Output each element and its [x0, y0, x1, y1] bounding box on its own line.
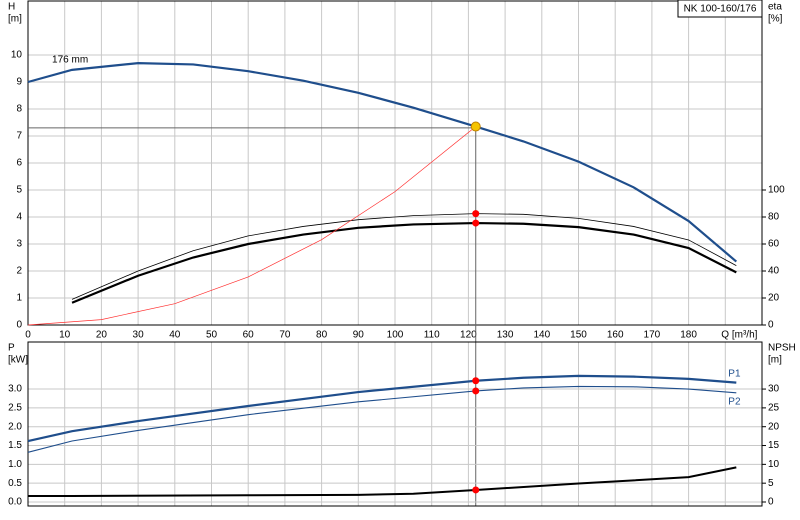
y-tick-label: 9 [16, 77, 22, 88]
plot-frame [27, 341, 763, 507]
y-tick-label: 2.5 [8, 403, 22, 414]
x-tick-label: 130 [497, 330, 514, 341]
x-tick-label: 100 [387, 330, 404, 341]
operating-point [470, 121, 481, 132]
y2-tick-label: 40 [768, 266, 780, 277]
y-tick-label: 1.0 [8, 459, 22, 470]
y2-tick-label: 20 [768, 421, 780, 432]
curve [71, 213, 737, 300]
curve [27, 61, 738, 263]
y-tick-label: 4 [16, 212, 22, 223]
x-tick-label: Q [m³/h] [721, 330, 757, 341]
operating-point [472, 377, 480, 385]
y2-tick-label: 0 [768, 497, 774, 508]
series-label: P2 [728, 396, 741, 407]
y-tick-label: 2.0 [8, 421, 22, 432]
y2-tick-label: 80 [768, 212, 780, 223]
y-tick-label: 1.5 [8, 440, 22, 451]
y2-axis-unit: [%] [768, 14, 783, 25]
x-tick-label: 20 [96, 330, 108, 341]
x-tick-label: 40 [169, 330, 181, 341]
curve-annotation: 176 mm [52, 54, 88, 65]
y2-tick-label: 60 [768, 239, 780, 250]
y-axis-title: H [8, 2, 15, 13]
y2-tick-label: 20 [768, 293, 780, 304]
y2-tick-label: 25 [768, 403, 780, 414]
y2-tick-label: 0 [768, 320, 774, 331]
y-tick-label: 1 [16, 293, 22, 304]
y-tick-label: 5 [16, 185, 22, 196]
y2-tick-label: 100 [768, 185, 785, 196]
curve [71, 221, 737, 304]
x-tick-label: 70 [279, 330, 291, 341]
x-tick-label: 170 [644, 330, 661, 341]
x-tick-label: 80 [316, 330, 328, 341]
operating-point [472, 486, 480, 494]
x-tick-label: 50 [206, 330, 218, 341]
y-tick-label: 0.5 [8, 478, 22, 489]
y-tick-label: 0.0 [8, 497, 22, 508]
y-tick-label: 3.0 [8, 384, 22, 395]
y2-axis-unit: [m] [768, 355, 782, 366]
x-tick-label: 0 [25, 330, 31, 341]
y2-tick-label: 30 [768, 384, 780, 395]
chart-title: NK 100-160/176 [684, 4, 757, 15]
y-tick-label: 6 [16, 158, 22, 169]
y2-tick-label: 5 [768, 478, 774, 489]
operating-point [472, 387, 480, 395]
x-tick-label: 140 [533, 330, 550, 341]
plot-frame [27, 0, 763, 326]
y-tick-label: 3 [16, 239, 22, 250]
y-axis-unit: [m] [8, 14, 22, 25]
series-label: P1 [728, 368, 741, 379]
curve [28, 466, 737, 497]
curve [27, 385, 737, 453]
y-tick-label: 0 [16, 320, 22, 331]
y2-tick-label: 15 [768, 440, 780, 451]
operating-point [472, 210, 480, 218]
y2-axis-title: eta [768, 2, 782, 13]
x-tick-label: 30 [133, 330, 145, 341]
x-tick-label: 150 [570, 330, 587, 341]
y-axis-unit: [kW] [8, 355, 28, 366]
y-tick-label: 8 [16, 104, 22, 115]
x-tick-label: 110 [424, 330, 440, 341]
x-tick-label: 120 [460, 330, 477, 341]
x-tick-label: 180 [680, 330, 697, 341]
y-axis-title: P [8, 343, 15, 354]
operating-point [472, 219, 480, 227]
y-tick-label: 2 [16, 266, 22, 277]
x-tick-label: 60 [243, 330, 255, 341]
x-tick-label: 10 [59, 330, 71, 341]
curve [27, 126, 476, 326]
x-tick-label: 90 [353, 330, 365, 341]
y-tick-label: 10 [11, 50, 23, 61]
y-tick-label: 7 [16, 131, 22, 142]
title-box [677, 0, 763, 18]
y2-axis-title: NPSH [768, 343, 796, 354]
x-tick-label: 160 [607, 330, 624, 341]
y2-tick-label: 10 [768, 459, 780, 470]
